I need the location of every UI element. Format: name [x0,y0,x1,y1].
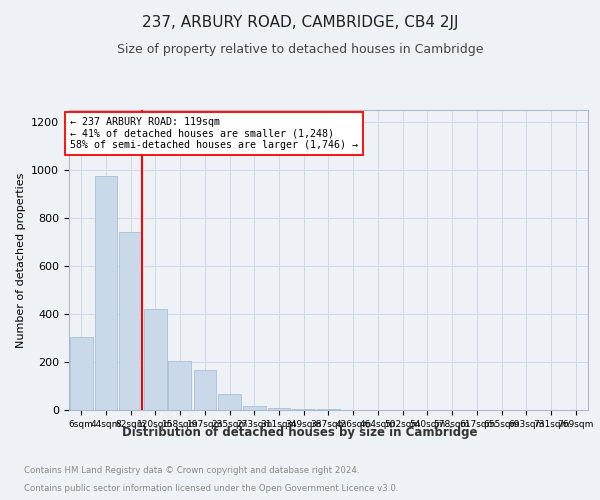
Y-axis label: Number of detached properties: Number of detached properties [16,172,26,348]
Bar [218,394,241,410]
Bar [144,309,167,410]
Bar [70,337,92,410]
Bar [268,408,290,410]
Bar [243,406,266,410]
Text: Size of property relative to detached houses in Cambridge: Size of property relative to detached ho… [117,42,483,56]
Text: Contains public sector information licensed under the Open Government Licence v3: Contains public sector information licen… [24,484,398,493]
Bar [292,409,315,410]
Bar [95,176,117,410]
Text: Distribution of detached houses by size in Cambridge: Distribution of detached houses by size … [122,426,478,439]
Bar [119,232,142,410]
Bar [169,361,191,410]
Bar [194,370,217,410]
Text: ← 237 ARBURY ROAD: 119sqm
← 41% of detached houses are smaller (1,248)
58% of se: ← 237 ARBURY ROAD: 119sqm ← 41% of detac… [70,117,358,150]
Text: Contains HM Land Registry data © Crown copyright and database right 2024.: Contains HM Land Registry data © Crown c… [24,466,359,475]
Text: 237, ARBURY ROAD, CAMBRIDGE, CB4 2JJ: 237, ARBURY ROAD, CAMBRIDGE, CB4 2JJ [142,15,458,30]
